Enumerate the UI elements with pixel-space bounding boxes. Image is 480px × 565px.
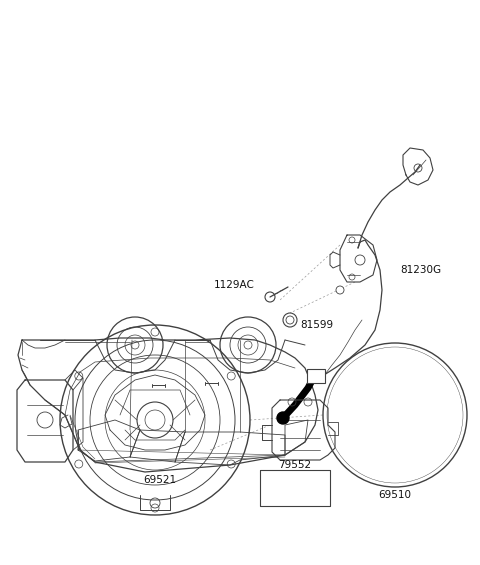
Circle shape <box>277 412 289 424</box>
Text: 79552: 79552 <box>278 460 312 470</box>
Text: 1129AC: 1129AC <box>214 280 255 290</box>
Text: 81230G: 81230G <box>400 265 441 275</box>
FancyBboxPatch shape <box>307 369 325 383</box>
Text: 81599: 81599 <box>300 320 333 330</box>
Circle shape <box>336 286 344 294</box>
Text: 69521: 69521 <box>144 475 177 485</box>
Text: 69510: 69510 <box>379 490 411 500</box>
